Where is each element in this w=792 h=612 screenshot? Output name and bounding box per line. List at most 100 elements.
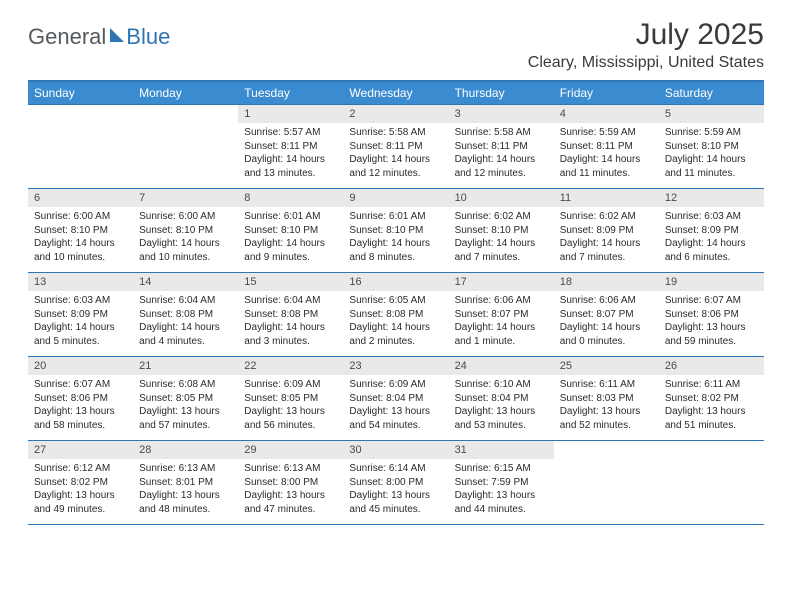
sunrise-text: Sunrise: 6:13 AM xyxy=(139,462,232,476)
daylight-text: Daylight: 14 hours and 12 minutes. xyxy=(455,153,548,180)
daylight-text: Daylight: 13 hours and 49 minutes. xyxy=(34,489,127,516)
daylight-text: Daylight: 14 hours and 1 minute. xyxy=(455,321,548,348)
daylight-text: Daylight: 13 hours and 47 minutes. xyxy=(244,489,337,516)
sunset-text: Sunset: 8:08 PM xyxy=(139,308,232,322)
day-body: Sunrise: 6:02 AMSunset: 8:10 PMDaylight:… xyxy=(449,207,554,267)
sunset-text: Sunset: 7:59 PM xyxy=(455,476,548,490)
sunset-text: Sunset: 8:11 PM xyxy=(244,140,337,154)
sunrise-text: Sunrise: 6:06 AM xyxy=(455,294,548,308)
day-number: 31 xyxy=(449,441,554,459)
daylight-text: Daylight: 13 hours and 59 minutes. xyxy=(665,321,758,348)
weekday-header: Sunday xyxy=(28,81,133,105)
sunrise-text: Sunrise: 5:59 AM xyxy=(665,126,758,140)
weekday-header: Thursday xyxy=(449,81,554,105)
sunrise-text: Sunrise: 6:01 AM xyxy=(349,210,442,224)
day-number: 10 xyxy=(449,189,554,207)
daylight-text: Daylight: 14 hours and 10 minutes. xyxy=(139,237,232,264)
sunset-text: Sunset: 8:03 PM xyxy=(560,392,653,406)
calendar-day-cell: 28Sunrise: 6:13 AMSunset: 8:01 PMDayligh… xyxy=(133,441,238,525)
brand-triangle-icon xyxy=(110,28,124,42)
day-body: Sunrise: 6:04 AMSunset: 8:08 PMDaylight:… xyxy=(133,291,238,351)
calendar-day-cell: 25Sunrise: 6:11 AMSunset: 8:03 PMDayligh… xyxy=(554,357,659,441)
sunrise-text: Sunrise: 6:02 AM xyxy=(455,210,548,224)
calendar-day-cell: 14Sunrise: 6:04 AMSunset: 8:08 PMDayligh… xyxy=(133,273,238,357)
sunrise-text: Sunrise: 6:07 AM xyxy=(665,294,758,308)
day-body: Sunrise: 6:08 AMSunset: 8:05 PMDaylight:… xyxy=(133,375,238,435)
weekday-row: SundayMondayTuesdayWednesdayThursdayFrid… xyxy=(28,81,764,105)
weekday-header: Saturday xyxy=(659,81,764,105)
day-body: Sunrise: 6:06 AMSunset: 8:07 PMDaylight:… xyxy=(449,291,554,351)
calendar-day-cell xyxy=(554,441,659,525)
day-body: Sunrise: 6:01 AMSunset: 8:10 PMDaylight:… xyxy=(343,207,448,267)
daylight-text: Daylight: 14 hours and 4 minutes. xyxy=(139,321,232,348)
sunset-text: Sunset: 8:07 PM xyxy=(560,308,653,322)
daylight-text: Daylight: 14 hours and 3 minutes. xyxy=(244,321,337,348)
day-body: Sunrise: 6:07 AMSunset: 8:06 PMDaylight:… xyxy=(28,375,133,435)
calendar-week-row: 1Sunrise: 5:57 AMSunset: 8:11 PMDaylight… xyxy=(28,105,764,189)
calendar-day-cell: 3Sunrise: 5:58 AMSunset: 8:11 PMDaylight… xyxy=(449,105,554,189)
calendar-day-cell: 27Sunrise: 6:12 AMSunset: 8:02 PMDayligh… xyxy=(28,441,133,525)
daylight-text: Daylight: 14 hours and 7 minutes. xyxy=(560,237,653,264)
day-number: 25 xyxy=(554,357,659,375)
day-number: 15 xyxy=(238,273,343,291)
daylight-text: Daylight: 13 hours and 58 minutes. xyxy=(34,405,127,432)
day-number: 29 xyxy=(238,441,343,459)
calendar-day-cell: 21Sunrise: 6:08 AMSunset: 8:05 PMDayligh… xyxy=(133,357,238,441)
calendar-day-cell: 24Sunrise: 6:10 AMSunset: 8:04 PMDayligh… xyxy=(449,357,554,441)
daylight-text: Daylight: 13 hours and 45 minutes. xyxy=(349,489,442,516)
sunrise-text: Sunrise: 6:13 AM xyxy=(244,462,337,476)
sunrise-text: Sunrise: 6:10 AM xyxy=(455,378,548,392)
day-body: Sunrise: 6:04 AMSunset: 8:08 PMDaylight:… xyxy=(238,291,343,351)
sunset-text: Sunset: 8:04 PM xyxy=(455,392,548,406)
calendar-day-cell: 23Sunrise: 6:09 AMSunset: 8:04 PMDayligh… xyxy=(343,357,448,441)
calendar-week-row: 6Sunrise: 6:00 AMSunset: 8:10 PMDaylight… xyxy=(28,189,764,273)
day-body: Sunrise: 6:14 AMSunset: 8:00 PMDaylight:… xyxy=(343,459,448,519)
day-number: 13 xyxy=(28,273,133,291)
sunrise-text: Sunrise: 6:15 AM xyxy=(455,462,548,476)
month-title: July 2025 xyxy=(528,18,764,52)
day-body: Sunrise: 6:02 AMSunset: 8:09 PMDaylight:… xyxy=(554,207,659,267)
sunrise-text: Sunrise: 6:12 AM xyxy=(34,462,127,476)
day-body: Sunrise: 6:11 AMSunset: 8:02 PMDaylight:… xyxy=(659,375,764,435)
daylight-text: Daylight: 14 hours and 6 minutes. xyxy=(665,237,758,264)
day-number: 9 xyxy=(343,189,448,207)
calendar-day-cell: 13Sunrise: 6:03 AMSunset: 8:09 PMDayligh… xyxy=(28,273,133,357)
calendar-day-cell: 9Sunrise: 6:01 AMSunset: 8:10 PMDaylight… xyxy=(343,189,448,273)
day-number: 21 xyxy=(133,357,238,375)
daylight-text: Daylight: 13 hours and 51 minutes. xyxy=(665,405,758,432)
sunrise-text: Sunrise: 6:01 AM xyxy=(244,210,337,224)
day-body: Sunrise: 5:58 AMSunset: 8:11 PMDaylight:… xyxy=(449,123,554,183)
daylight-text: Daylight: 14 hours and 13 minutes. xyxy=(244,153,337,180)
day-body: Sunrise: 6:07 AMSunset: 8:06 PMDaylight:… xyxy=(659,291,764,351)
day-number: 16 xyxy=(343,273,448,291)
sunset-text: Sunset: 8:09 PM xyxy=(665,224,758,238)
day-body: Sunrise: 6:00 AMSunset: 8:10 PMDaylight:… xyxy=(133,207,238,267)
sunset-text: Sunset: 8:00 PM xyxy=(349,476,442,490)
day-body: Sunrise: 6:10 AMSunset: 8:04 PMDaylight:… xyxy=(449,375,554,435)
sunrise-text: Sunrise: 6:04 AM xyxy=(139,294,232,308)
page-header: General Blue July 2025 Cleary, Mississip… xyxy=(28,18,764,72)
calendar-page: General Blue July 2025 Cleary, Mississip… xyxy=(0,0,792,543)
brand-part2: Blue xyxy=(126,24,170,50)
day-number: 20 xyxy=(28,357,133,375)
calendar-day-cell: 7Sunrise: 6:00 AMSunset: 8:10 PMDaylight… xyxy=(133,189,238,273)
sunset-text: Sunset: 8:07 PM xyxy=(455,308,548,322)
day-number: 23 xyxy=(343,357,448,375)
calendar-day-cell xyxy=(659,441,764,525)
calendar-day-cell xyxy=(28,105,133,189)
weekday-header: Wednesday xyxy=(343,81,448,105)
day-number: 19 xyxy=(659,273,764,291)
calendar-day-cell: 18Sunrise: 6:06 AMSunset: 8:07 PMDayligh… xyxy=(554,273,659,357)
weekday-header: Friday xyxy=(554,81,659,105)
sunrise-text: Sunrise: 6:04 AM xyxy=(244,294,337,308)
day-body: Sunrise: 6:03 AMSunset: 8:09 PMDaylight:… xyxy=(659,207,764,267)
calendar-week-row: 13Sunrise: 6:03 AMSunset: 8:09 PMDayligh… xyxy=(28,273,764,357)
day-body: Sunrise: 6:11 AMSunset: 8:03 PMDaylight:… xyxy=(554,375,659,435)
calendar-day-cell xyxy=(133,105,238,189)
sunset-text: Sunset: 8:01 PM xyxy=(139,476,232,490)
title-block: July 2025 Cleary, Mississippi, United St… xyxy=(528,18,764,72)
calendar-day-cell: 16Sunrise: 6:05 AMSunset: 8:08 PMDayligh… xyxy=(343,273,448,357)
sunrise-text: Sunrise: 6:11 AM xyxy=(560,378,653,392)
daylight-text: Daylight: 14 hours and 8 minutes. xyxy=(349,237,442,264)
sunset-text: Sunset: 8:10 PM xyxy=(244,224,337,238)
